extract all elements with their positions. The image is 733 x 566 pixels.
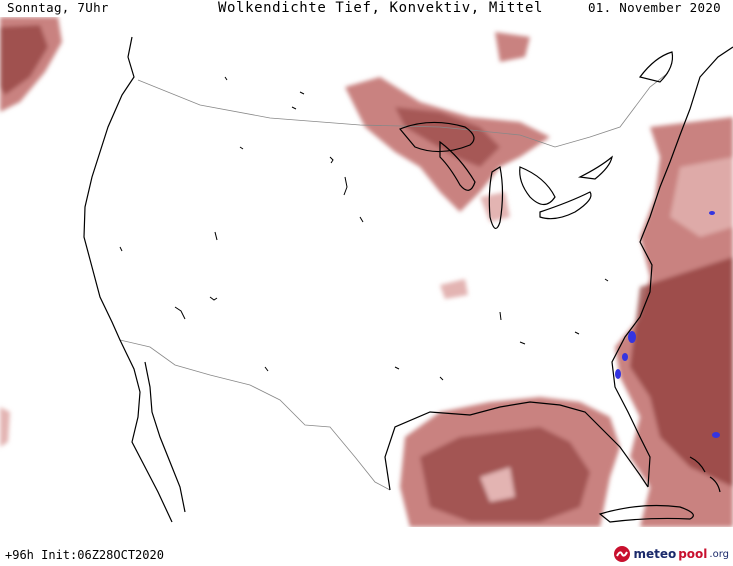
convective-cells <box>615 211 720 438</box>
inland-water <box>119 76 609 381</box>
meteopool-logo[interactable]: meteo pool .org <box>613 545 729 563</box>
map-title: Wolkendichte Tief, Konvektiv, Mittel <box>218 0 544 16</box>
time-label: Sonntag, 7Uhr <box>7 0 109 15</box>
weather-map <box>0 17 733 527</box>
meteopool-icon <box>614 546 631 562</box>
logo-text-meteo: meteo <box>633 547 677 561</box>
logo-text-org: .org <box>709 548 729 560</box>
country-borders <box>119 72 669 491</box>
run-info: +96h Init:06Z28OCT2020 <box>5 548 164 562</box>
coastlines <box>83 36 733 523</box>
date-label: 01. November 2020 <box>587 0 721 15</box>
logo-text-pool: pool <box>678 547 708 561</box>
cloud-density-layer <box>0 17 733 527</box>
